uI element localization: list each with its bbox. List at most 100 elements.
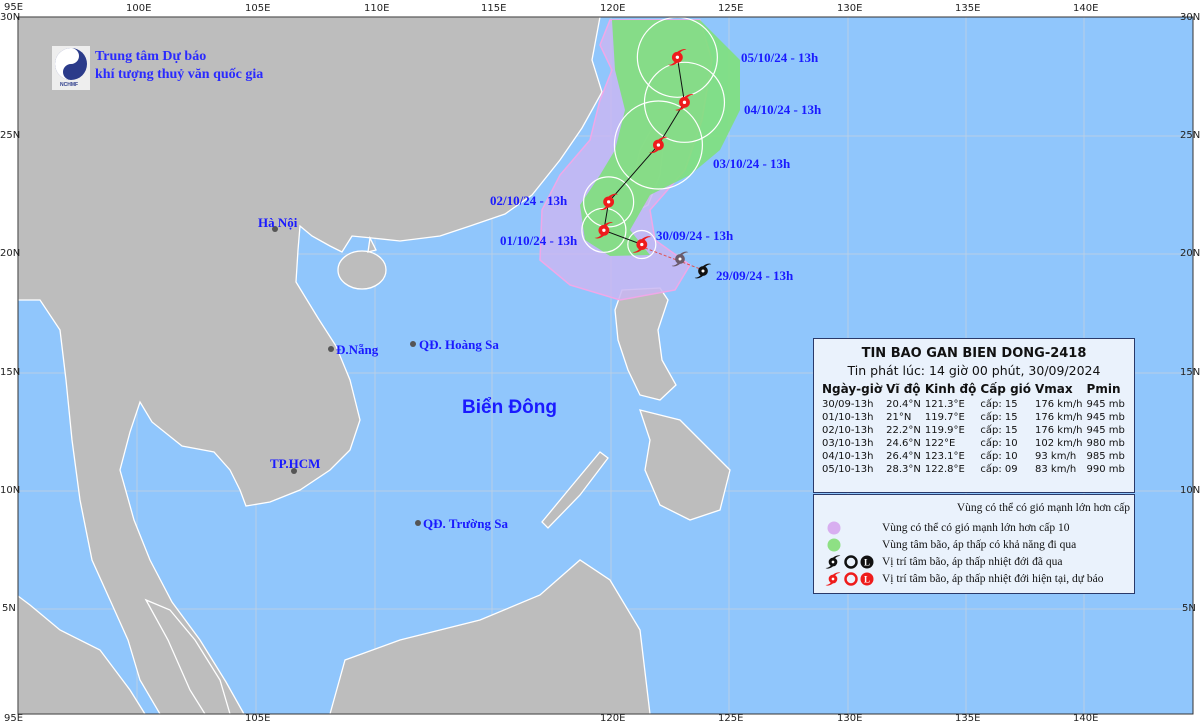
table-cell: 04/10-13h: [822, 451, 874, 462]
lat-label: 20N: [1180, 248, 1200, 259]
table-cell: cấp: 10: [980, 438, 1018, 449]
track-label-past: 29/09/24 - 13h: [716, 268, 794, 283]
lon-label: 125E: [718, 3, 744, 14]
lon-label: 115E: [481, 3, 507, 14]
place-hoangsa: QĐ. Hoàng Sa: [419, 337, 499, 352]
legend-item: Vùng tâm bão, áp thấp có khả năng đi qua: [824, 537, 1076, 553]
hainan: [337, 250, 387, 290]
hainan-ish-islets: [367, 235, 377, 253]
lon-label: 95E: [4, 2, 24, 13]
org-name-line2: khí tượng thuỷ văn quốc gia: [95, 67, 264, 82]
table-cell: 945 mb: [1086, 399, 1125, 410]
table-cell: cấp: 09: [980, 464, 1018, 475]
table-row: 30/09-13h 20.4°N 121.3°E cấp: 15 176 km/h 945…: [820, 398, 1127, 411]
svg-text:L: L: [864, 575, 870, 585]
lon-label: 130E: [837, 3, 863, 14]
uncertainty-circle: [613, 100, 704, 190]
lat-label: 30N: [1180, 12, 1200, 23]
table-cell: 83 km/h: [1035, 464, 1077, 475]
table-cell: 21°N: [886, 412, 912, 423]
table-cell: 945 mb: [1086, 425, 1125, 436]
table-row: 05/10-13h 28.3°N 122.8°E cấp: 09 83 km/h 990 …: [820, 463, 1127, 476]
table-cell: cấp: 15: [980, 425, 1018, 436]
lat-label: 15N: [1180, 367, 1200, 378]
table-header: Vĩ độ: [886, 382, 921, 396]
table-cell: 28.3°N: [886, 464, 921, 475]
table-header: Cấp gió: [980, 382, 1032, 396]
lat-label: 25N: [0, 130, 21, 141]
issued-time: Tin phát lúc: 14 giờ 00 phút, 30/09/2024: [847, 363, 1101, 378]
uncertainty-circle: [643, 61, 726, 143]
lon-label: 100E: [126, 3, 152, 14]
table-cell: 123.1°E: [924, 451, 965, 462]
green-circle-icon: [827, 538, 841, 552]
logo-caption: NCHMF: [60, 82, 79, 88]
lon-label: 120E: [600, 3, 626, 14]
black-storm-symbols-icon: L: [825, 555, 874, 569]
lon-label: 95E: [4, 713, 24, 724]
place-bien-dong: Biển Đông: [462, 397, 557, 418]
legend-text: Vùng có thể có gió mạnh lớn hơn cấp 10: [882, 522, 1070, 534]
lon-label: 110E: [364, 3, 390, 14]
lat-label: 10N: [1180, 485, 1200, 496]
svg-text:L: L: [864, 558, 870, 568]
forecast-table: Ngày-giờ Vĩ độ Kinh độ Cấp gió Vmax Pmin 30/0…: [820, 381, 1127, 476]
uncertainty-circle: [627, 229, 657, 260]
bulletin-title: TIN BAO GAN BIEN DONG-2418: [861, 346, 1087, 361]
table-cell: 122°E: [924, 438, 956, 449]
borneo: [329, 559, 651, 715]
table-row: 04/10-13h 26.4°N 123.1°E cấp: 10 93 km/h 985 …: [820, 450, 1127, 463]
table-cell: 102 km/h: [1035, 438, 1083, 449]
table-cell: 02/10-13h: [822, 425, 874, 436]
table-cell: 93 km/h: [1035, 451, 1077, 462]
table-cell: 05/10-13h: [822, 464, 874, 475]
lat-label: 10N: [0, 485, 21, 496]
lon-label: 135E: [955, 3, 981, 14]
legend-item: Vùng có thể có gió mạnh lớn hơn cấp 10: [824, 520, 1070, 536]
legend-text: Vị trí tâm bão, áp thấp nhiệt đới hiện t…: [882, 573, 1104, 585]
table-cell: 24.6°N: [886, 438, 921, 449]
track-label: 02/10/24 - 13h: [490, 193, 568, 208]
lat-label: 15N: [0, 367, 21, 378]
lat-label: 20N: [0, 248, 21, 259]
lat-label: 30N: [0, 12, 21, 23]
place-hcm: TP.HCM: [270, 456, 321, 471]
table-cell: 176 km/h: [1035, 412, 1083, 423]
table-cell: 30/09-13h: [822, 399, 874, 410]
forecast-cones: [539, 19, 740, 301]
lon-label: 140E: [1073, 713, 1099, 724]
place-truongsa: QĐ. Trường Sa: [423, 516, 508, 531]
legend-item: L Vị trí tâm bão, áp thấp nhiệt đới đã q…: [824, 554, 1062, 570]
table-cell: 945 mb: [1086, 412, 1125, 423]
lon-label: 120E: [600, 713, 626, 724]
luzon: [614, 287, 677, 401]
city-markers: [272, 226, 421, 526]
track-label: 30/09/24 - 13h: [656, 228, 734, 243]
red-storm-symbols-icon: L: [825, 572, 874, 586]
place-hanoi: Hà Nội: [258, 215, 298, 230]
table-row: 03/10-13h 24.6°N 122°E cấp: 10 102 km/h 980 m…: [820, 437, 1127, 450]
table-header: Vmax: [1035, 382, 1073, 396]
table-cell: 176 km/h: [1035, 399, 1083, 410]
forecast-track-line: [603, 57, 685, 245]
table-header: Ngày-giờ: [822, 382, 883, 396]
legend-item: L Vị trí tâm bão, áp thấp nhiệt đới hiện…: [824, 571, 1104, 587]
lon-label: 140E: [1073, 3, 1099, 14]
lon-label: 125E: [718, 713, 744, 724]
lon-label: 130E: [837, 713, 863, 724]
table-cell: cấp: 15: [980, 399, 1018, 410]
lon-label: 105E: [245, 3, 271, 14]
table-cell: 980 mb: [1086, 438, 1125, 449]
lat-label: 5N: [2, 603, 16, 614]
table-cell: 990 mb: [1086, 464, 1125, 475]
land: [17, 16, 731, 715]
palawan: [541, 451, 609, 529]
track-label: 04/10/24 - 13h: [744, 102, 822, 117]
legend-header: Vùng có thể có gió mạnh lớn hơn cấp: [956, 502, 1130, 514]
storm-center-zone: [580, 20, 740, 256]
table-cell: 26.4°N: [886, 451, 921, 462]
lon-label: 105E: [245, 713, 271, 724]
table-cell: 20.4°N: [886, 399, 921, 410]
org-name-line1: Trung tâm Dự báo: [95, 49, 207, 64]
place-danang: Đ.Nẵng: [336, 342, 379, 357]
